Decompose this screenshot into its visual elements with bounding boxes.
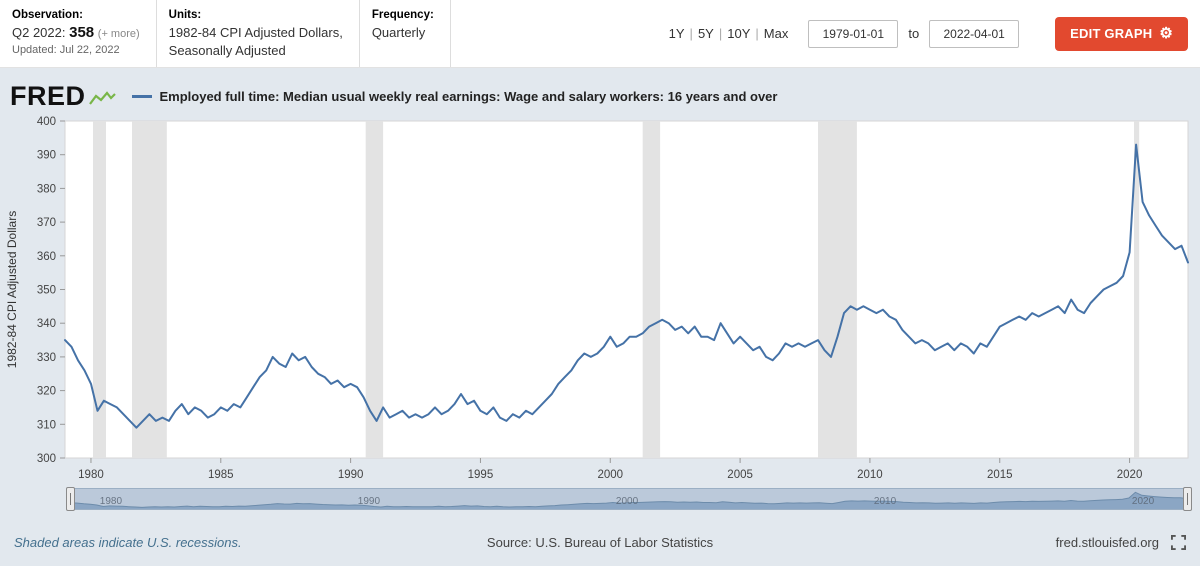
y-axis-tick-label: 360 [37,251,56,263]
y-axis-tick-label: 320 [37,386,56,398]
slider-area-chart [71,491,1187,509]
legend-line-swatch [131,94,152,98]
units-block: Units: 1982-84 CPI Adjusted Dollars, Sea… [157,0,359,67]
slider-year-label: 2010 [874,496,897,507]
source-text: Source: U.S. Bureau of Labor Statistics [486,534,714,550]
date-range-to-label: to [908,26,920,41]
recession-band [93,121,106,458]
slider-handle-grip [1187,493,1188,505]
x-axis-tick-label: 1985 [208,469,234,478]
gear-icon: ⚙ [1159,25,1173,42]
x-axis-tick-label: 2010 [857,469,883,478]
start-date-input[interactable] [808,19,899,48]
y-axis-tick-label: 370 [37,217,56,229]
x-axis-tick-label: 2020 [1117,469,1143,478]
chart-legend: Employed full time: Median usual weekly … [131,88,778,104]
y-axis-title: 1982-84 CPI Adjusted Dollars [5,211,19,368]
recessions-note-link[interactable]: Shaded areas indicate U.S. recessions. [14,534,242,550]
main-chart[interactable]: 300 310 320 330 340 350 360 370 380 390 400 1980 198… [0,112,1200,478]
site-text: fred.stlouisfed.org [1055,534,1159,550]
chart-region: FRED Employed full time: Median usual we… [0,68,1200,566]
y-axis-tick-label: 310 [37,419,56,431]
chart-footer: Shaded areas indicate U.S. recessions. S… [0,518,1200,566]
slider-left-handle[interactable] [66,487,75,511]
recession-band [818,121,857,458]
slider-year-label: 2000 [616,496,639,507]
x-axis-tick-label: 2000 [597,469,623,478]
range-separator: | [755,26,759,41]
range-link-5y[interactable]: 5Y [697,26,714,41]
toolbar: Observation: Q2 2022: 358 (+ more) Updat… [0,0,1200,68]
plot-area[interactable] [64,120,1189,459]
range-separator: | [689,26,693,41]
units-value-line1: 1982-84 CPI Adjusted Dollars, [168,25,343,40]
end-date-input[interactable] [929,19,1020,48]
range-slider[interactable]: 1980 1990 2000 2010 2020 [66,487,1192,511]
x-axis-tick-label: 2015 [987,469,1013,478]
slider-mini-chart: 1980 1990 2000 2010 2020 [71,491,1187,509]
x-axis-tick-label: 1980 [78,469,104,478]
slider-year-label: 1980 [100,496,123,507]
updated-date: Updated: Jul 22, 2022 [12,44,120,56]
toolbar-divider [449,0,451,67]
observation-value: 358 [69,24,95,41]
fred-logo-text: FRED [10,80,86,111]
fred-logo: FRED [10,81,116,112]
range-separator: | [718,26,723,41]
y-axis-tick-label: 300 [37,453,56,465]
units-label: Units: [168,9,202,21]
observation-block: Observation: Q2 2022: 358 (+ more) Updat… [0,0,156,67]
observation-value-line: Q2 2022: 358 (+ more) [12,24,140,41]
observation-label: Observation: [12,9,83,21]
toolbar-divider [155,0,157,67]
toolbar-divider [358,0,360,67]
units-value-line2: Seasonally Adjusted [168,42,286,58]
recession-band [642,121,661,458]
y-axis-tick-label: 400 [37,116,56,128]
y-axis-tick-label: 340 [37,318,56,330]
x-axis-tick-label: 2005 [727,469,753,478]
edit-graph-button[interactable]: EDIT GRAPH ⚙ [1055,16,1188,51]
x-axis-tick-label: 1995 [468,469,494,478]
recession-band [365,121,384,458]
y-axis-tick-label: 330 [37,352,56,364]
slider-handle-grip [70,493,71,505]
edit-graph-label: EDIT GRAPH [1070,26,1153,41]
slider-year-label: 2020 [1132,496,1155,507]
fred-logo-chart-icon [88,90,116,105]
slider-track[interactable]: 1980 1990 2000 2010 2020 [70,488,1188,510]
chart-header: FRED Employed full time: Median usual we… [0,68,1200,112]
observation-period: Q2 2022: [12,25,66,40]
observation-more-link[interactable]: (+ more) [97,28,140,40]
recession-band [132,121,167,458]
recession-band [1134,121,1140,458]
y-axis-tick-label: 380 [37,183,56,195]
range-link-10y[interactable]: 10Y [727,26,751,41]
frequency-value: Quarterly [371,25,426,40]
y-axis-tick-label: 350 [37,285,56,297]
range-links: 1Y | 5Y | 10Y | Max [667,26,791,41]
slider-year-label: 1990 [358,496,381,507]
frequency-block: Frequency: Quarterly [360,0,450,67]
fullscreen-icon[interactable] [1171,534,1186,550]
range-link-max[interactable]: Max [763,26,789,41]
range-link-1y[interactable]: 1Y [668,26,685,41]
x-axis-tick-label: 1990 [338,469,364,478]
date-range-controls: 1Y | 5Y | 10Y | Max to EDIT GRAPH ⚙ [667,0,1200,67]
legend-label: Employed full time: Median usual weekly … [159,88,778,104]
data-series-line [64,143,1189,429]
slider-right-handle[interactable] [1183,487,1192,511]
frequency-label: Frequency: [371,9,434,21]
y-axis-tick-label: 390 [37,150,56,162]
